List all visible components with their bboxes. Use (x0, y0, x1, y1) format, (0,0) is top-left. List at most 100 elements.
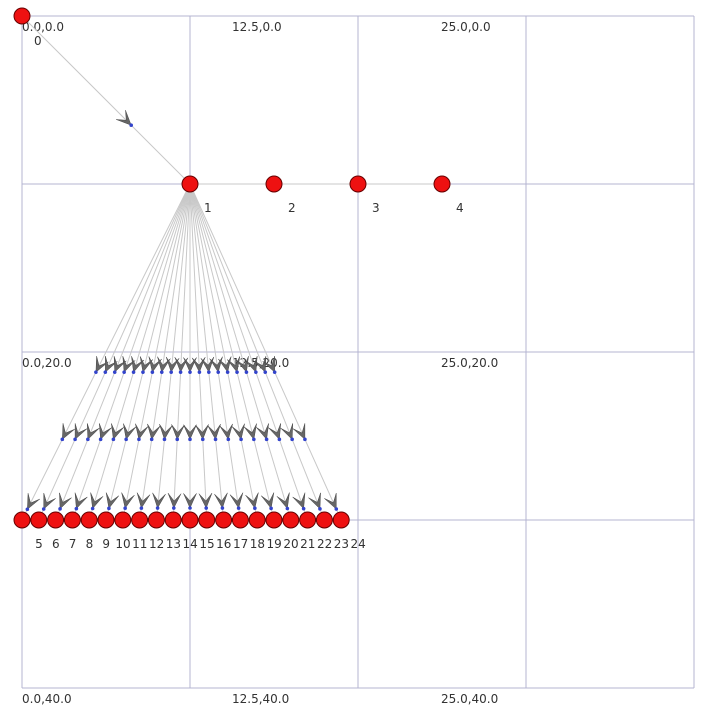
node-14[interactable] (164, 511, 182, 529)
edge-end-marker (59, 492, 72, 510)
node-label: 10 (115, 537, 130, 551)
edge-arrowhead (244, 356, 258, 373)
edge-anchor-dot (74, 506, 79, 511)
edge-anchor-dot (178, 370, 183, 374)
node-5[interactable] (13, 511, 31, 529)
node-6[interactable] (30, 511, 48, 529)
node-label: 9 (102, 537, 110, 551)
edge-arrowhead (255, 423, 269, 440)
edge-arrowhead (131, 356, 145, 373)
node-2[interactable] (265, 175, 283, 193)
edge-1-12 (139, 183, 191, 521)
edge-end-marker (324, 492, 337, 510)
node-10[interactable] (97, 511, 115, 529)
edge-anchor-dot (220, 506, 225, 510)
edge-anchor-dot (204, 506, 209, 510)
edge-anchor-dot (277, 437, 282, 442)
edge-end-marker (214, 492, 228, 509)
edge-end-marker (198, 492, 213, 509)
edge-arrowhead (243, 423, 257, 440)
node-label: 22 (317, 537, 332, 551)
edge-anchor-dot (188, 370, 192, 374)
node-label: 24 (351, 537, 366, 551)
edge-arrowhead (122, 356, 136, 373)
node-24[interactable] (332, 511, 350, 529)
node-23[interactable] (315, 511, 333, 529)
edge-anchor-dot (200, 437, 205, 442)
node-4[interactable] (433, 175, 451, 193)
edge-end-marker (43, 492, 56, 510)
edge-1-21 (189, 183, 292, 521)
edge-anchor-dot (290, 437, 294, 442)
node-8[interactable] (63, 511, 81, 529)
node-label: 1 (204, 201, 212, 215)
edge-anchor-dot (124, 437, 128, 442)
node-19[interactable] (248, 511, 266, 529)
node-label-layer: 01 2 3 45 6 7 8 9 10 11 12 13 14 15 16 17 18 19 20 21 22 23 24 (34, 34, 464, 551)
node-20[interactable] (265, 511, 283, 529)
node-label: 20 (283, 537, 298, 551)
edge-anchor-dot (103, 370, 108, 374)
edge-arrowhead (268, 423, 281, 440)
edge-1-14 (172, 183, 191, 521)
node-16[interactable] (198, 511, 216, 529)
edge-anchor-dot (141, 370, 145, 374)
edge-anchor-dot (139, 506, 144, 510)
node-21[interactable] (282, 511, 300, 529)
edge-anchor-dot (235, 370, 239, 374)
edge-end-marker (152, 492, 166, 509)
grid-label: 25.0,0.0 (441, 20, 491, 34)
node-13[interactable] (147, 511, 165, 529)
edge-anchor-dot (236, 506, 241, 510)
edge-arrowhead (116, 110, 132, 126)
edge-anchor-dot (111, 437, 116, 442)
edge-arrowhead (135, 423, 149, 440)
edge-1-13 (155, 183, 191, 521)
node-17[interactable] (215, 511, 233, 529)
arrow-layer (25, 110, 339, 512)
node-22[interactable] (299, 511, 317, 529)
edge-1-23 (189, 183, 325, 521)
edge-1-24 (189, 183, 342, 521)
node-15[interactable] (181, 511, 199, 529)
node-0[interactable] (13, 7, 31, 25)
node-1[interactable] (181, 175, 199, 193)
node-label: 2 (288, 201, 296, 215)
node-label: 4 (456, 201, 464, 215)
edge-arrowhead (159, 424, 173, 440)
edge-1-20 (189, 183, 275, 521)
edge-arrowhead (262, 356, 275, 373)
edge-anchor-dot (318, 507, 322, 511)
node-label: 23 (334, 537, 349, 551)
node-12[interactable] (131, 511, 149, 529)
edge-anchor-dot (244, 370, 249, 374)
edge-arrowhead (62, 423, 75, 440)
edge-arrowhead (171, 424, 185, 440)
edge-anchor-dot (207, 370, 211, 374)
edge-arrowhead (148, 356, 162, 373)
edge-anchor-dot (94, 370, 98, 374)
edge-anchor-dot (303, 437, 307, 442)
edge-anchor-dot (73, 437, 77, 442)
edge-arrowhead (113, 356, 127, 373)
node-3[interactable] (349, 175, 367, 193)
node-label: 3 (372, 201, 380, 215)
node-9[interactable] (80, 511, 98, 529)
edge-1-6 (38, 183, 191, 521)
edge-end-marker (229, 492, 244, 509)
edge-arrowhead (147, 423, 161, 440)
edge-arrowhead (157, 356, 171, 373)
node-label: 18 (250, 537, 265, 551)
node-label: 0 (34, 34, 42, 48)
edge-arrowhead (207, 424, 221, 440)
node-18[interactable] (231, 511, 249, 529)
edge-anchor-dot (264, 437, 269, 442)
edge-anchor-dot (197, 370, 202, 374)
edge-end-marker (121, 492, 135, 509)
edge-end-marker (105, 492, 119, 509)
node-7[interactable] (47, 511, 65, 529)
node-11[interactable] (114, 511, 132, 529)
edge-anchor-dot (239, 437, 243, 442)
